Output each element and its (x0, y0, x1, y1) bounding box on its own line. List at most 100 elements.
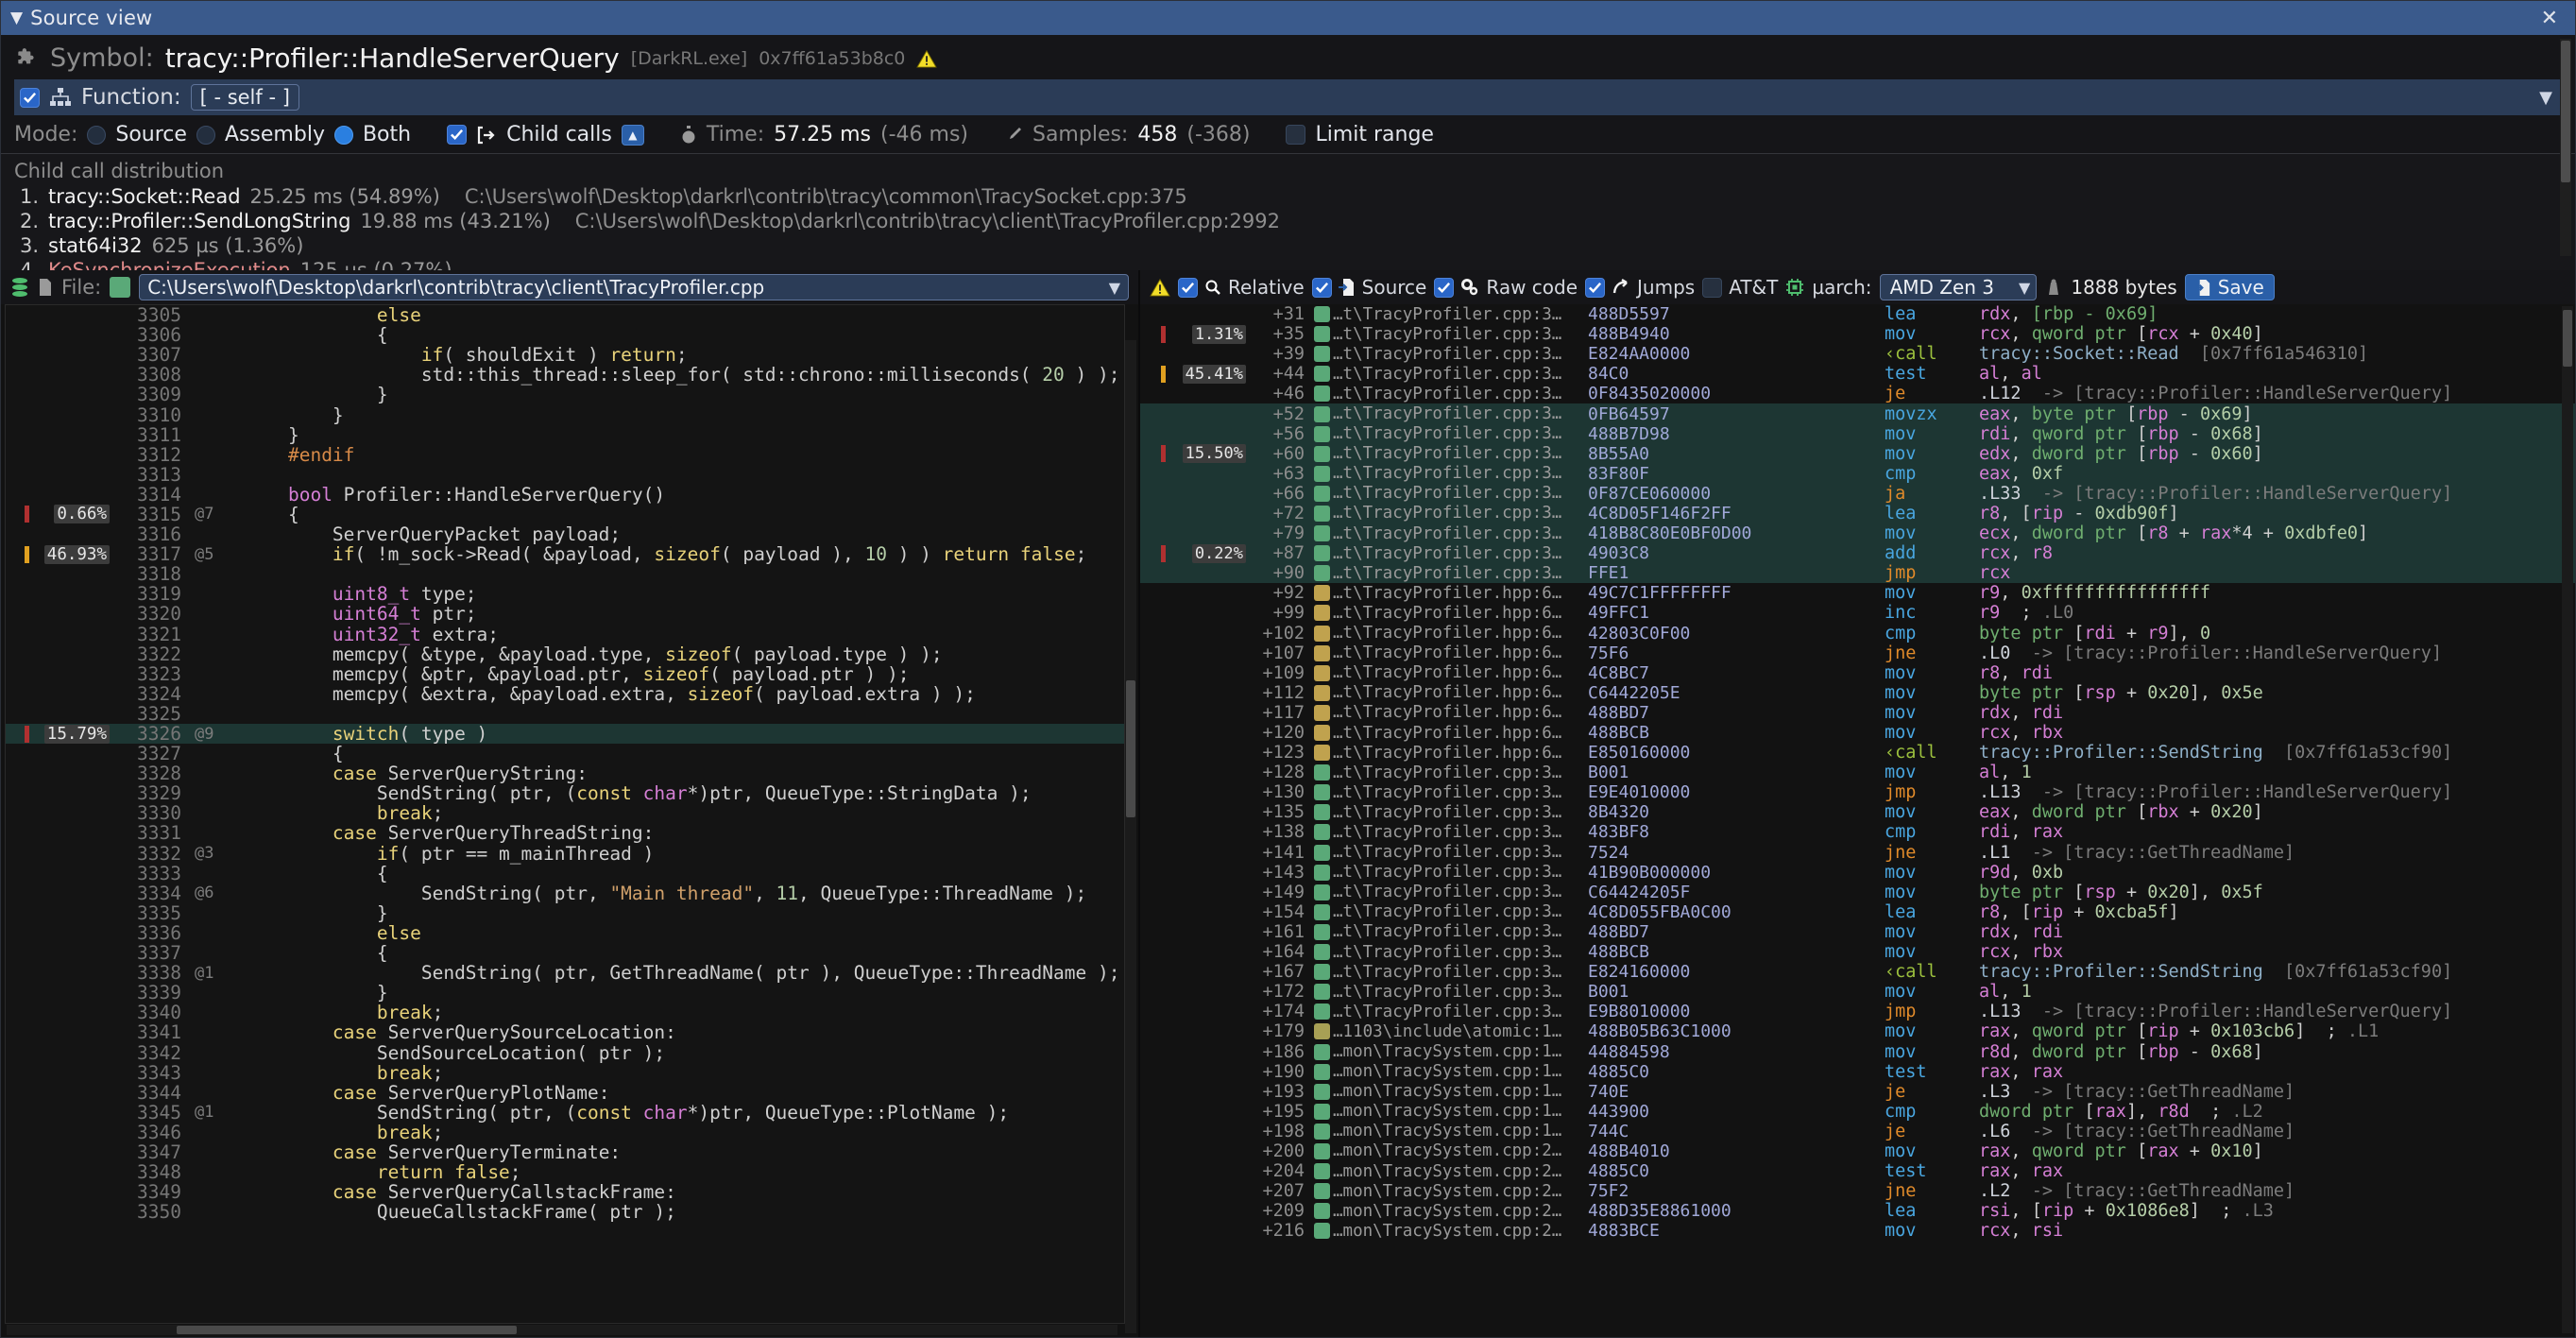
assembly-source-ref[interactable]: …t\TracyProfiler.cpp:3317 (1333, 364, 1569, 384)
source-line[interactable]: 3346 break; (6, 1122, 1124, 1143)
source-line[interactable]: 3340 break; (6, 1002, 1124, 1023)
relative-label[interactable]: Relative (1228, 276, 1305, 299)
warning-icon[interactable] (916, 49, 938, 68)
source-code-area[interactable]: 3305 else 3306 {3307 if( shouldExit ) ret… (1, 304, 1138, 1337)
assembly-source-ref[interactable]: …mon\TracySystem.cpp:197 (1333, 1082, 1569, 1102)
assembly-line[interactable]: 45.41% +44 …t\TracyProfiler.cpp:3317 84C0 te… (1140, 364, 2575, 384)
source-line[interactable]: 3336 else (6, 922, 1124, 944)
source-line[interactable]: 3318 (6, 563, 1124, 585)
assembly-line[interactable]: +216 …mon\TracySystem.cpp:258 4883BCE mov rc… (1140, 1221, 2575, 1241)
assembly-line[interactable]: +193 …mon\TracySystem.cpp:197 740E je .L3 ->… (1140, 1082, 2575, 1102)
assembly-line[interactable]: +172 …t\TracyProfiler.cpp:3401 B001 mov al, … (1140, 982, 2575, 1002)
source-line[interactable]: 0.66% 3315 @7 { (6, 504, 1124, 525)
source-line[interactable]: 3311 } (6, 424, 1124, 446)
header-scrollbar[interactable] (2560, 39, 2571, 256)
assembly-source-ref[interactable]: …t\TracyProfiler.cpp:3334 (1333, 863, 1569, 883)
assembly-source-ref[interactable]: …t\TracyProfiler.cpp:3401 (1333, 763, 1569, 782)
close-icon[interactable]: ✕ (2540, 6, 2558, 30)
assembly-line[interactable]: +149 …t\TracyProfiler.cpp:3334 C64424205F m… (1140, 883, 2575, 902)
assembly-line[interactable]: +154 …t\TracyProfiler.cpp:3334 4C8D055FBA0… (1140, 902, 2575, 922)
assembly-code-area[interactable]: +31 …t\TracyProfiler.cpp:3317 488D5597 lea r… (1140, 304, 2575, 1337)
assembly-source-ref[interactable]: …t\TracyProfiler.cpp:3326 (1333, 464, 1569, 484)
assembly-vscrollbar[interactable] (2562, 306, 2573, 1333)
source-line[interactable]: 3339 } (6, 982, 1124, 1004)
function-checkbox[interactable] (20, 87, 40, 108)
mode-option-both[interactable]: Both (362, 123, 412, 146)
source-line[interactable]: 3347 case ServerQueryTerminate: (6, 1141, 1124, 1163)
assembly-line[interactable]: +72 …t\TracyProfiler.cpp:3326 4C8D05F146F2… (1140, 503, 2575, 524)
assembly-line[interactable]: +128 …t\TracyProfiler.cpp:3401 B001 mov al, … (1140, 763, 2575, 782)
source-line[interactable]: 3325 (6, 703, 1124, 725)
assembly-source-ref[interactable]: …t\TracyProfiler.cpp:3317 (1333, 324, 1569, 344)
source-line[interactable]: 3350 QueueCallstackFrame( ptr ); (6, 1201, 1124, 1223)
source-line[interactable]: 3342 SendSourceLocation( ptr ); (6, 1042, 1124, 1064)
uarch-select[interactable]: AMD Zen 3 ▼ (1879, 274, 2038, 300)
source-line[interactable]: 3310 } (6, 404, 1124, 426)
limit-range-label[interactable]: Limit range (1315, 123, 1434, 146)
assembly-source-ref[interactable]: …t\TracyProfiler.cpp:3326 (1333, 444, 1569, 464)
assembly-line[interactable]: +99 …t\TracyProfiler.hpp:676 49FFC1 inc r9 ;… (1140, 603, 2575, 623)
source-line[interactable]: 3333 { (6, 863, 1124, 884)
assembly-line[interactable]: +200 …mon\TracySystem.cpp:203 488B4010 mov r… (1140, 1141, 2575, 1161)
assembly-line[interactable]: +190 …mon\TracySystem.cpp:197 4885C0 test ra… (1140, 1062, 2575, 1082)
source-line[interactable]: 3332 @3 if( ptr == m_mainThread ) (6, 843, 1124, 865)
source-line[interactable]: 3348 return false; (6, 1161, 1124, 1183)
source-line[interactable]: 3329 SendString( ptr, (const char*)ptr, … (6, 782, 1124, 804)
source-line[interactable]: 3309 } (6, 384, 1124, 405)
assembly-line[interactable]: +123 …t\TracyProfiler.hpp:676 E850160000 ‹c… (1140, 743, 2575, 763)
assembly-source-ref[interactable]: …t\TracyProfiler.cpp:3332 (1333, 843, 1569, 863)
assembly-line[interactable]: +79 …t\TracyProfiler.cpp:3326 418B8C80E0BF… (1140, 523, 2575, 544)
assembly-line[interactable]: +90 …t\TracyProfiler.cpp:3326 FFE1 jmp rcx (1140, 563, 2575, 584)
source-line[interactable]: 3344 case ServerQueryPlotName: (6, 1082, 1124, 1104)
source-line[interactable]: 3307 if( shouldExit ) return; (6, 344, 1124, 366)
assembly-source-ref[interactable]: …t\TracyProfiler.cpp:3332 (1333, 802, 1569, 822)
source-line[interactable]: 3324 memcpy( &extra, &payload.extra, siz… (6, 683, 1124, 705)
assembly-line[interactable]: +207 …mon\TracySystem.cpp:203 75F2 jne .L2 -… (1140, 1181, 2575, 1201)
assembly-line[interactable]: +63 …t\TracyProfiler.cpp:3326 83F80F cmp eax… (1140, 463, 2575, 484)
triangle-up-icon[interactable]: ▲ (621, 124, 644, 146)
assembly-source-ref[interactable]: …t\TracyProfiler.cpp:3401 (1333, 1002, 1569, 1021)
source-line[interactable]: 3319 uint8_t type; (6, 583, 1124, 605)
assembly-source-ref[interactable]: …t\TracyProfiler.cpp:3332 (1333, 822, 1569, 842)
assembly-line[interactable]: +109 …t\TracyProfiler.hpp:676 4C8BC7 mov r8,… (1140, 663, 2575, 683)
assembly-source-ref[interactable]: …t\TracyProfiler.hpp:676 (1333, 683, 1569, 703)
source-line[interactable]: 3321 uint32_t extra; (6, 624, 1124, 645)
assembly-line[interactable]: +167 …t\TracyProfiler.cpp:3334 E824160000 ‹… (1140, 962, 2575, 982)
assembly-line[interactable]: +143 …t\TracyProfiler.cpp:3334 41B90B00000… (1140, 863, 2575, 883)
assembly-line[interactable]: +46 …t\TracyProfiler.cpp:3317 0F8435020000… (1140, 384, 2575, 403)
assembly-source-ref[interactable]: …mon\TracySystem.cpp:258 (1333, 1221, 1569, 1241)
triangle-down-icon[interactable]: ▼ (10, 9, 24, 27)
database-icon[interactable] (10, 277, 29, 298)
assembly-source-ref[interactable]: …mon\TracySystem.cpp:199 (1333, 1122, 1569, 1141)
assembly-source-ref[interactable]: …t\TracyProfiler.cpp:3326 (1333, 523, 1569, 543)
assembly-source-ref[interactable]: …t\TracyProfiler.hpp:676 (1333, 663, 1569, 683)
assembly-line[interactable]: +174 …t\TracyProfiler.cpp:3401 E9B8010000 j… (1140, 1002, 2575, 1021)
source-vscrollbar[interactable] (1125, 340, 1136, 1333)
source-line[interactable]: 3323 memcpy( &ptr, &payload.ptr, sizeof(… (6, 663, 1124, 685)
relative-checkbox[interactable] (1178, 277, 1198, 298)
assembly-line[interactable]: +164 …t\TracyProfiler.cpp:3334 488BCB mov rc… (1140, 942, 2575, 962)
assembly-source-ref[interactable]: …t\TracyProfiler.cpp:3334 (1333, 942, 1569, 962)
assembly-line[interactable]: 1.31% +35 …t\TracyProfiler.cpp:3317 488B494… (1140, 324, 2575, 344)
mode-option-source[interactable]: Source (115, 123, 187, 146)
assembly-source-ref[interactable]: …t\TracyProfiler.cpp:3334 (1333, 883, 1569, 902)
assembly-source-ref[interactable]: …t\TracyProfiler.hpp:676 (1333, 743, 1569, 763)
source-line[interactable]: 3322 memcpy( &type, &payload.type, sizeo… (6, 643, 1124, 665)
source-line[interactable]: 3343 break; (6, 1062, 1124, 1084)
radio-both[interactable] (333, 125, 353, 145)
assembly-source-ref[interactable]: …t\TracyProfiler.hpp:676 (1333, 703, 1569, 723)
assembly-line[interactable]: +52 …t\TracyProfiler.cpp:3326 0FB64597 movz… (1140, 403, 2575, 424)
assembly-source-ref[interactable]: …mon\TracySystem.cpp:197 (1333, 1042, 1569, 1062)
assembly-line[interactable]: +179 …1103\include\atomic:1048 488B05B63C1… (1140, 1021, 2575, 1041)
radio-source[interactable] (87, 125, 107, 145)
assembly-line[interactable]: 0.22% +87 …t\TracyProfiler.cpp:3326 4903C8 a… (1140, 543, 2575, 564)
source-line[interactable]: 3320 uint64_t ptr; (6, 603, 1124, 625)
source-line[interactable]: 3328 case ServerQueryString: (6, 763, 1124, 784)
source-line[interactable]: 3341 case ServerQuerySourceLocation: (6, 1021, 1124, 1043)
assembly-source-ref[interactable]: …mon\TracySystem.cpp:203 (1333, 1181, 1569, 1201)
att-checkbox[interactable] (1702, 277, 1723, 298)
source-line[interactable]: 3308 std::this_thread::sleep_for( std::c… (6, 364, 1124, 386)
source-line[interactable]: 3345 @1 SendString( ptr, (const char*)ptr… (6, 1102, 1124, 1124)
source-line[interactable]: 3337 { (6, 942, 1124, 964)
source-toggle-label[interactable]: Source (1361, 276, 1427, 299)
